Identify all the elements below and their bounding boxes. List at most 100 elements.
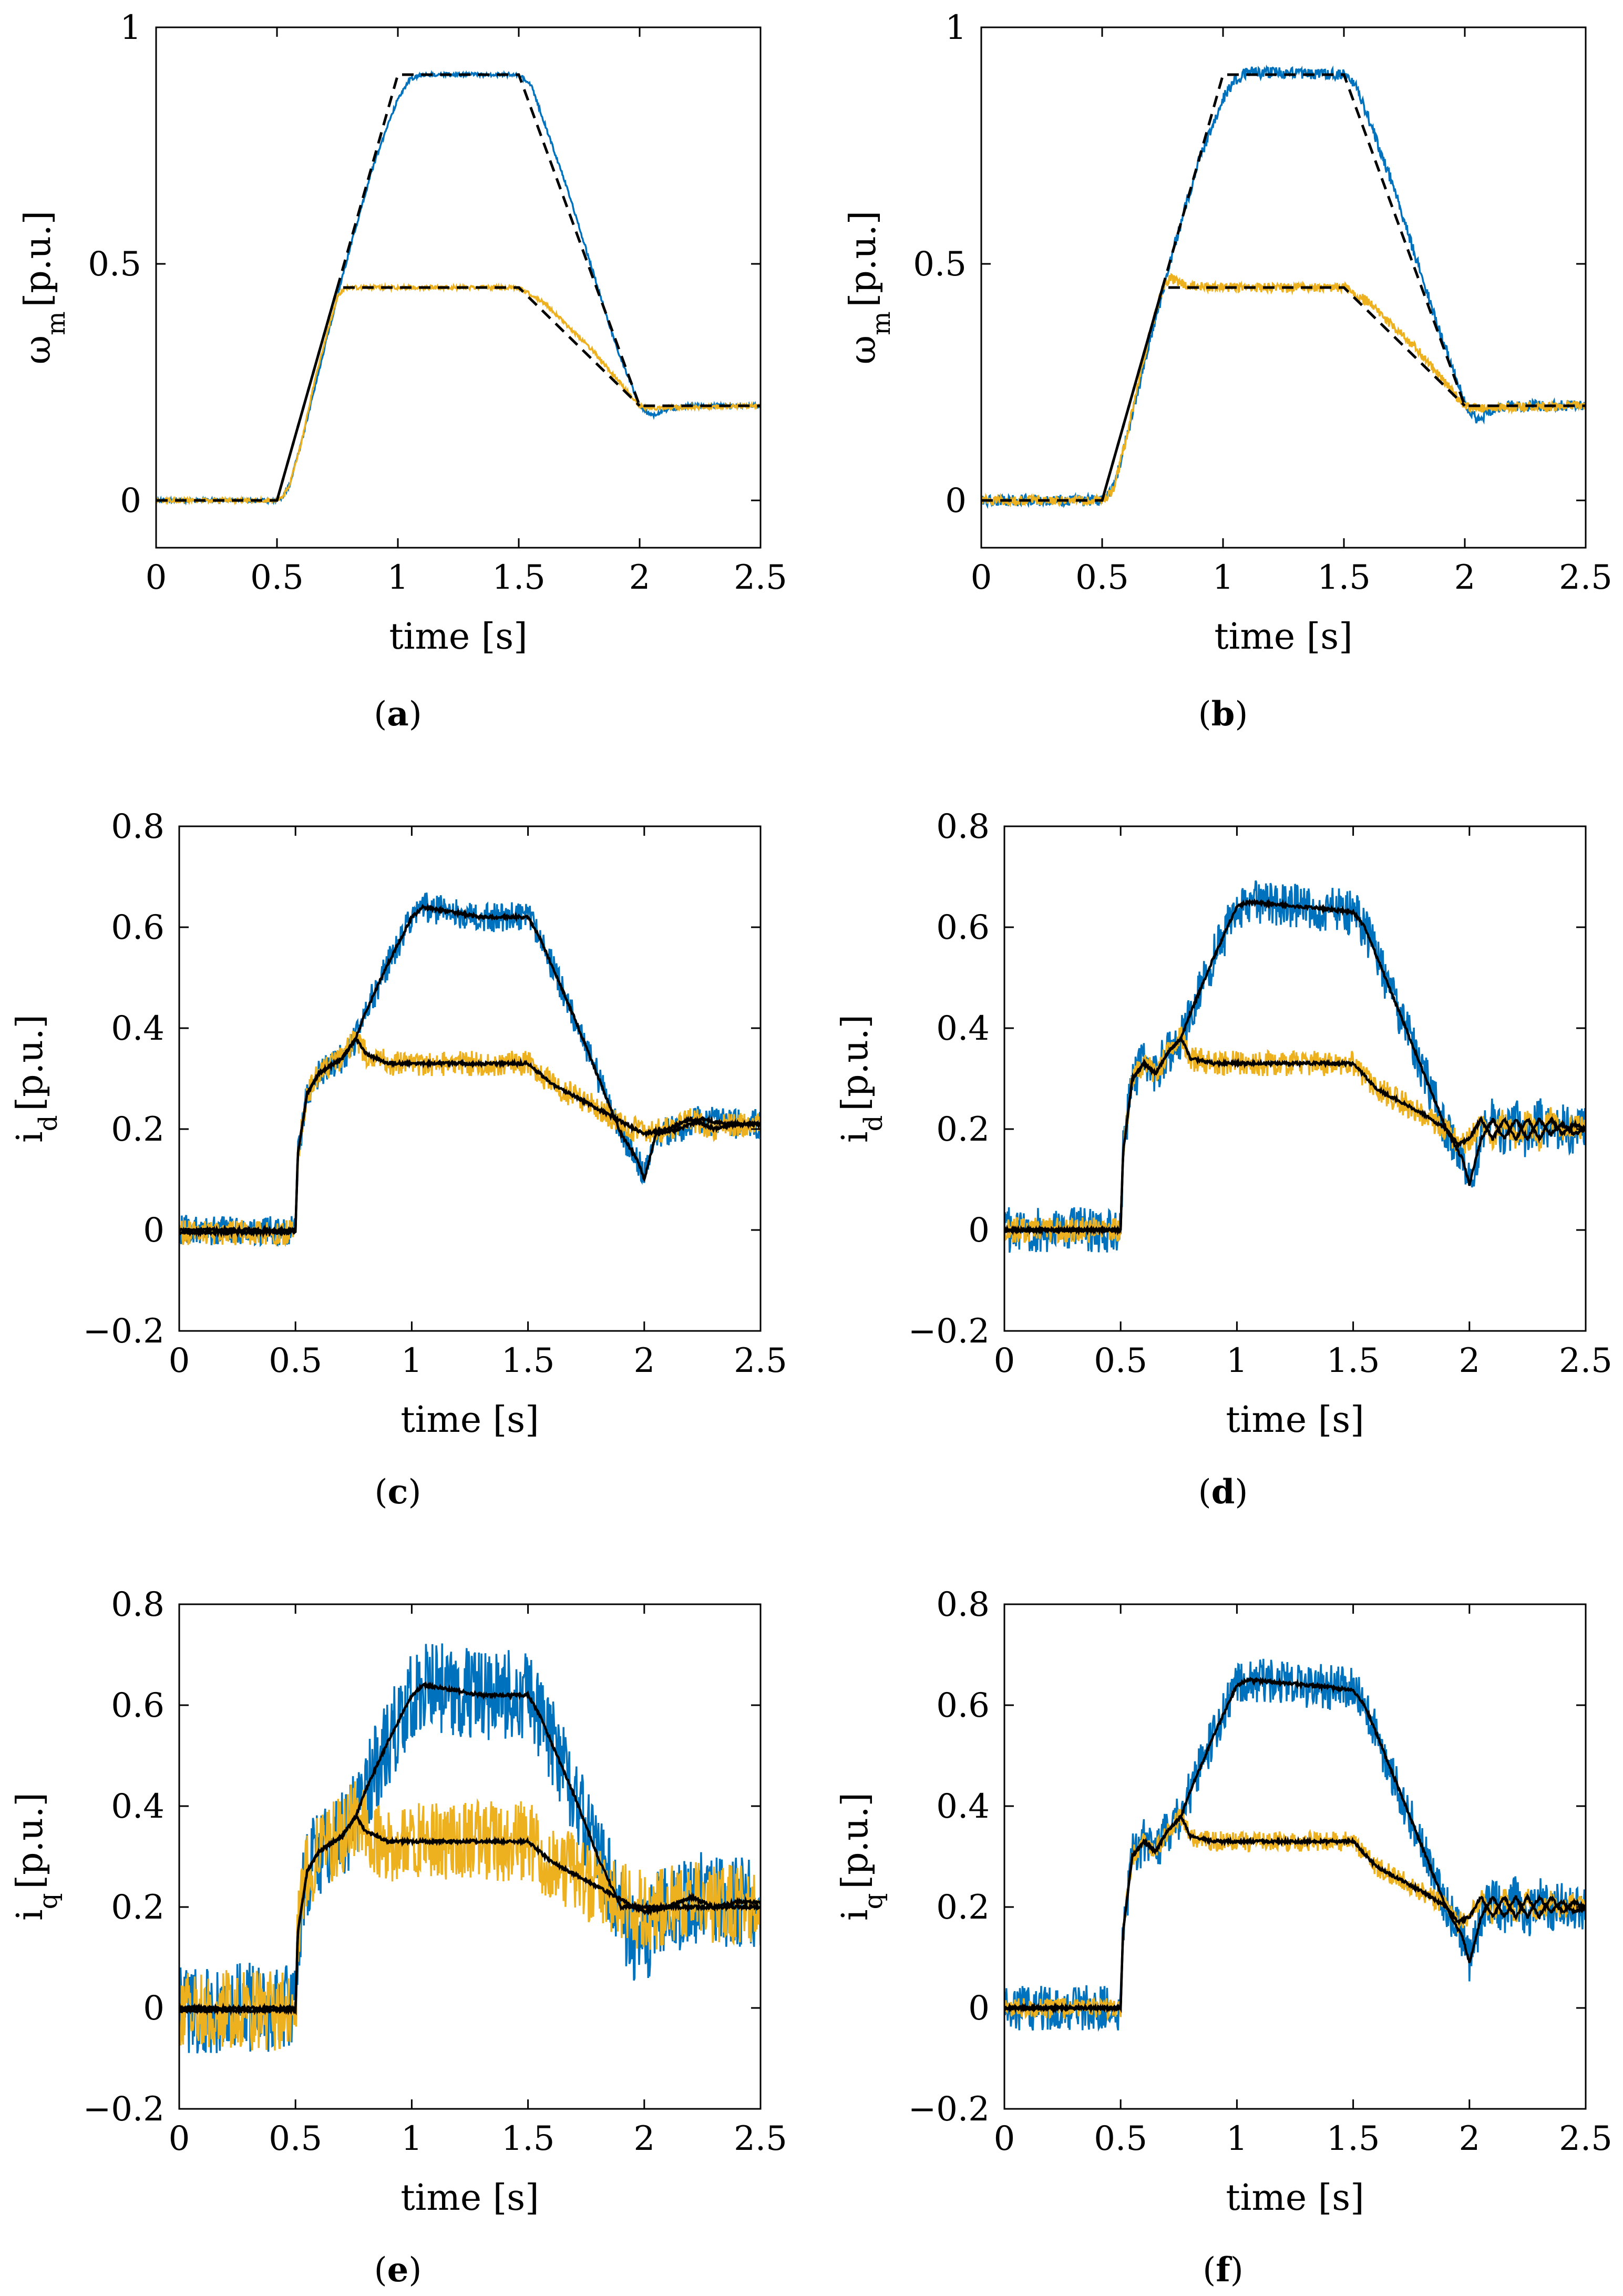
y-tick-label: −0.2 [908,2090,990,2129]
x-tick-label: 2 [633,2119,655,2158]
plot-frame [155,26,762,549]
x-tick-label: 0 [169,2119,190,2158]
y-tick-label: 0.4 [936,1009,990,1048]
y-tick-label: 0.8 [111,807,165,846]
panel-caption: (d) [1198,1472,1248,1512]
panel-caption: (b) [1198,694,1248,734]
x-tick-label: 1 [401,2119,423,2158]
y-axis-label: ωm[p.u.] [843,211,896,365]
y-tick-label: 0.8 [936,807,990,846]
x-tick-label: 2 [1458,2119,1480,2158]
x-tick-label: 2.5 [1559,1341,1612,1380]
y-axis-label: iq[p.u.] [835,1792,888,1921]
y-tick-label: 0 [120,481,141,520]
series-line-reference-reference [981,73,1586,502]
series-line-reference-reference [275,286,641,501]
y-tick-label: −0.2 [83,1312,165,1351]
y-tick-label: 0.4 [111,1009,165,1048]
y-tick-label: 1 [120,8,141,47]
series-line-orange [179,1781,761,2051]
x-tick-label: 0.5 [1094,2119,1147,2158]
y-tick-label: 0 [968,1211,990,1250]
series-line-blue [179,1643,761,2054]
panel-caption: (f) [1203,2250,1243,2290]
x-tick-label: 2 [633,1341,655,1380]
series-line-orange [179,1031,761,1247]
y-tick-label: 1 [945,8,967,47]
y-tick-label: 0.6 [111,908,165,947]
y-tick-label: 0.6 [936,908,990,947]
x-tick-label: 0 [146,558,167,597]
x-tick-label: 1 [387,558,409,597]
x-tick-label: 2.5 [734,2119,787,2158]
x-axis-label: time [s] [400,1399,539,1441]
y-tick-label: 0.2 [111,1888,165,1927]
x-tick-label: 1.5 [492,558,546,597]
x-tick-label: 0.5 [1094,1341,1147,1380]
x-tick-label: 0 [994,1341,1015,1380]
y-tick-label: 0 [968,1989,990,2028]
x-tick-label: 0.5 [269,2119,322,2158]
x-tick-label: 0 [169,1341,190,1380]
y-tick-label: −0.2 [908,1312,990,1351]
x-tick-label: 1 [1213,558,1234,597]
x-tick-label: 1.5 [1327,2119,1380,2158]
x-tick-label: 2.5 [734,1341,787,1380]
x-tick-label: 0.5 [250,558,304,597]
x-tick-label: 1.5 [1327,1341,1380,1380]
x-tick-label: 2 [1454,558,1476,597]
x-tick-label: 1.5 [501,1341,555,1380]
series-line-blue [179,893,761,1247]
series-line-black [1004,1814,1586,2014]
plot-frame [1003,825,1587,1332]
y-tick-label: 0.6 [111,1686,165,1725]
x-tick-label: 0 [994,2119,1015,2158]
y-axis-label: id[p.u.] [9,1014,63,1143]
y-tick-label: 0.4 [936,1787,990,1826]
x-axis-label: time [s] [1214,616,1352,658]
chart-panel-a: 0 0.5 1 1.5 2 2.5 0 0.5 1 time [s] ωm[p.u.] (a) [17,8,787,734]
x-tick-label: 2.5 [734,558,787,597]
y-axis-label: id[p.u.] [835,1014,888,1143]
y-tick-label: 0 [143,1211,165,1250]
y-tick-label: 0.6 [936,1686,990,1725]
x-tick-label: 1 [401,1341,423,1380]
y-tick-label: 0.2 [936,1888,990,1927]
y-axis-label: iq[p.u.] [9,1792,63,1921]
series-line-black [1004,1036,1586,1236]
y-tick-label: 0 [945,481,967,520]
x-tick-label: 2 [629,558,651,597]
plot-frame [980,26,1587,549]
y-tick-label: 0.5 [913,245,967,284]
y-tick-label: 0.8 [936,1585,990,1624]
y-tick-label: 0.2 [111,1110,165,1149]
x-axis-label: time [s] [1226,1399,1364,1441]
panel-caption: (e) [374,2250,422,2290]
series-line-reference-reference [156,73,761,502]
y-tick-label: −0.2 [83,2090,165,2129]
x-axis-label: time [s] [389,616,527,658]
series-line-orange [156,282,761,506]
y-tick-label: 0.8 [111,1585,165,1624]
plot-frame [178,1603,762,2110]
series-line-black [1004,898,1586,1236]
x-tick-label: 1 [1226,1341,1248,1380]
y-axis-label: ωm[p.u.] [17,211,71,365]
plot-frame [1003,1603,1587,2110]
y-tick-label: 0.5 [88,245,141,284]
plot-frame [178,825,762,1332]
series-line-black [179,1037,761,1238]
x-tick-label: 2.5 [1559,2119,1612,2158]
y-tick-label: 0.2 [936,1110,990,1149]
x-tick-label: 2.5 [1559,558,1612,597]
x-tick-label: 2 [1458,1341,1480,1380]
x-tick-label: 0.5 [269,1341,322,1380]
x-tick-label: 1.5 [1317,558,1371,597]
series-line-orange [1004,1027,1586,1244]
x-tick-label: 0 [971,558,992,597]
x-axis-label: time [s] [1226,2177,1364,2219]
